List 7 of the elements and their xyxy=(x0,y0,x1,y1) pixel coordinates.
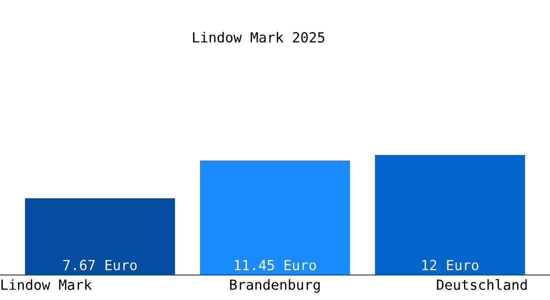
data-label: 7.67 Euro xyxy=(63,260,137,270)
x-tick-label: Lindow Mark xyxy=(1,279,92,290)
chart-title: Lindow Mark 2025 xyxy=(193,32,324,43)
x-tick-label: Deutschland xyxy=(436,279,527,290)
data-label: 11.45 Euro xyxy=(234,260,316,270)
x-tick-label: Brandenburg xyxy=(230,279,320,293)
data-label: 12 Euro xyxy=(422,260,478,270)
